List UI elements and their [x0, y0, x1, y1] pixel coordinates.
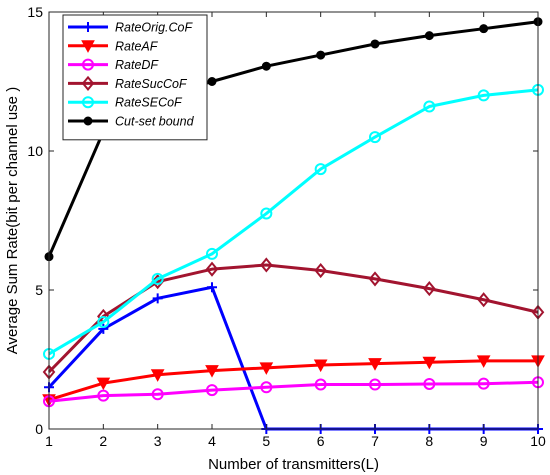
data-point — [314, 163, 327, 176]
legend-label: RateDF — [115, 58, 159, 72]
data-point — [261, 61, 271, 71]
x-tick-label: 2 — [99, 433, 107, 449]
data-point — [368, 271, 382, 287]
x-axis-label: Number of transmitters(L) — [208, 456, 379, 473]
legend-label: Cut-set bound — [115, 115, 195, 129]
x-tick-label: 1 — [45, 433, 53, 449]
series-line — [48, 88, 539, 356]
legend-entry: RateDF — [68, 58, 159, 72]
legend-label: RateSECoF — [115, 96, 183, 110]
data-point — [476, 355, 491, 368]
data-point — [260, 207, 273, 220]
legend-label: RateAF — [115, 39, 159, 53]
y-axis-label: Average Sum Rate(bit per channel use ) — [4, 87, 21, 354]
legend-label: RateSucCoF — [115, 77, 188, 91]
x-tick-label: 4 — [208, 433, 216, 449]
data-point — [314, 378, 327, 391]
data-point — [151, 388, 164, 401]
data-point — [151, 272, 164, 285]
plot-frame — [48, 11, 539, 430]
data-point — [207, 282, 217, 293]
data-point — [477, 377, 490, 390]
data-point — [152, 293, 163, 304]
data-point — [477, 89, 490, 102]
legend-swatch-marker — [81, 75, 95, 91]
x-tick-label: 6 — [317, 433, 325, 449]
data-point — [97, 315, 110, 328]
data-point — [206, 247, 218, 260]
x-tick-label: 5 — [262, 433, 270, 449]
data-point — [479, 24, 489, 34]
y-tick-label: 0 — [35, 421, 43, 437]
data-point — [423, 100, 436, 113]
legend: RateOrig.CoF RateAF RateDF RateSucCoF RateSE… — [62, 14, 208, 141]
data-point — [207, 77, 217, 86]
legend-entry: Cut-set bound — [68, 115, 195, 129]
series-line — [48, 380, 539, 403]
data-point — [316, 50, 326, 60]
series-line — [48, 359, 538, 402]
data-point — [205, 261, 219, 277]
data-point — [369, 131, 381, 144]
legend-entry: RateAF — [68, 39, 159, 53]
data-point — [96, 377, 111, 391]
data-point — [424, 31, 434, 41]
data-point — [259, 362, 274, 375]
x-tick-label: 8 — [425, 433, 433, 449]
x-tick-label: 7 — [371, 433, 379, 449]
legend-swatch-marker — [83, 116, 93, 126]
legend-entry: RateSucCoF — [68, 75, 188, 91]
x-tick-label: 10 — [530, 433, 546, 449]
data-point — [423, 377, 436, 390]
legend-label: RateOrig.CoF — [115, 21, 193, 35]
y-tick-label: 10 — [27, 143, 43, 159]
legend-swatch-marker — [82, 58, 94, 71]
data-point — [313, 359, 328, 373]
legend-swatch-marker — [82, 96, 94, 109]
data-point — [369, 378, 381, 391]
data-point — [370, 39, 380, 49]
data-point — [97, 389, 110, 402]
series-2 — [42, 355, 545, 407]
legend-entry: RateOrig.CoF — [68, 21, 193, 35]
x-tick-label: 3 — [154, 433, 162, 449]
data-point — [150, 369, 165, 382]
data-point — [205, 365, 219, 378]
data-point — [477, 292, 490, 308]
x-tick-label: 9 — [480, 433, 488, 449]
y-tick-label: 15 — [27, 4, 43, 20]
data-point — [98, 323, 109, 334]
data-point — [368, 358, 382, 371]
legend-entry: RateSECoF — [68, 96, 183, 110]
data-point — [260, 257, 273, 273]
data-point — [422, 356, 437, 370]
data-point — [260, 381, 273, 394]
data-point — [206, 384, 218, 397]
data-point — [423, 281, 436, 297]
y-tick-label: 5 — [35, 282, 43, 298]
legend-swatch-marker — [81, 40, 95, 53]
series-layer — [42, 17, 545, 434]
legend-swatch-marker — [83, 22, 93, 32]
data-point — [314, 262, 327, 279]
